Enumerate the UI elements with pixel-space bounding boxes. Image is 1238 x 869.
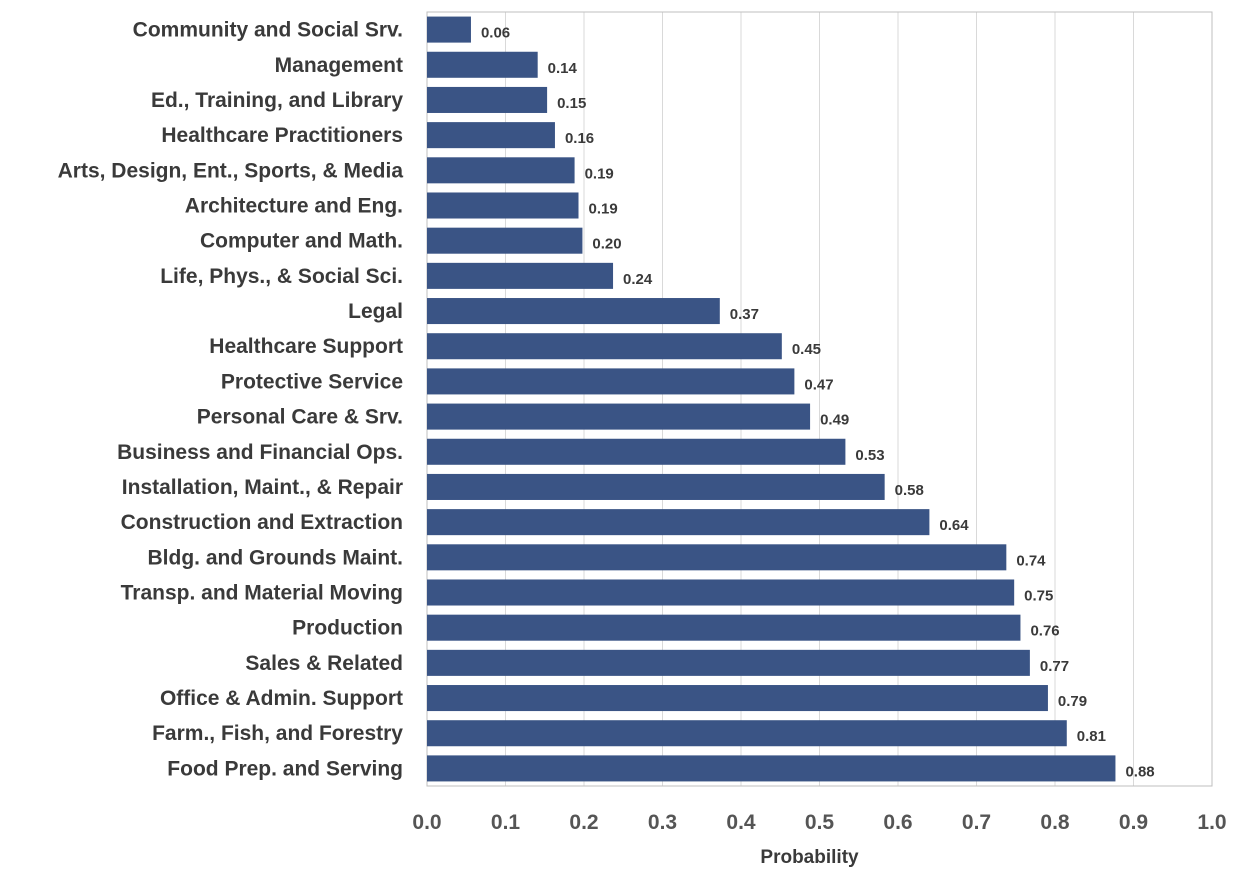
category-label: Healthcare Practitioners — [161, 124, 403, 147]
bar — [427, 544, 1007, 571]
data-label: 0.49 — [820, 412, 849, 429]
bar — [427, 86, 548, 113]
bar — [427, 368, 795, 395]
category-label: Food Prep. and Serving — [167, 757, 403, 780]
bar — [427, 509, 930, 536]
category-label: Computer and Math. — [200, 230, 403, 253]
bar — [427, 438, 846, 465]
x-tick-label: 0.0 — [412, 811, 441, 834]
data-label: 0.37 — [730, 306, 759, 323]
data-label: 0.16 — [565, 130, 594, 147]
data-label: 0.76 — [1030, 623, 1059, 640]
data-label: 0.81 — [1077, 728, 1106, 745]
bar — [427, 333, 782, 360]
x-axis-ticks: 0.0 0.1 0.2 0.3 0.4 0.5 0.6 0.7 0.8 0.9 1.0 — [412, 811, 1226, 834]
bar — [427, 473, 885, 500]
x-tick-label: 0.3 — [648, 811, 677, 834]
category-label: Construction and Extraction — [121, 511, 403, 534]
category-label: Bldg. and Grounds Maint. — [148, 546, 404, 569]
data-label: 0.77 — [1040, 658, 1069, 675]
data-label: 0.45 — [792, 341, 821, 358]
category-label: Production — [292, 617, 403, 640]
x-tick-label: 0.5 — [805, 811, 835, 834]
data-label: 0.79 — [1058, 693, 1087, 710]
data-label: 0.24 — [623, 271, 653, 288]
category-label: Architecture and Eng. — [185, 195, 403, 218]
bar — [427, 579, 1015, 606]
bar — [427, 157, 575, 184]
category-label: Farm., Fish, and Forestry — [152, 722, 403, 745]
data-label: 0.14 — [548, 60, 578, 77]
category-label: Business and Financial Ops. — [117, 441, 403, 464]
gridlines — [505, 12, 1134, 786]
plot-area-border — [426, 11, 1213, 787]
category-label: Management — [275, 54, 403, 77]
category-label: Life, Phys., & Social Sci. — [160, 265, 403, 288]
data-label: 0.19 — [589, 201, 618, 218]
data-label: 0.88 — [1125, 763, 1154, 780]
bar — [427, 649, 1030, 676]
x-tick-label: 0.8 — [1040, 811, 1070, 834]
data-label: 0.06 — [481, 25, 510, 42]
value-labels: 0.06 0.14 0.15 0.16 0.19 0.19 0.20 0.24 0.37 0.45… — [481, 25, 1155, 781]
bar — [427, 262, 614, 289]
category-label: Personal Care & Srv. — [197, 406, 403, 429]
category-label: Arts, Design, Ent., Sports, & Media — [58, 159, 404, 182]
bar — [427, 685, 1048, 712]
bar — [427, 227, 583, 254]
bar — [427, 51, 538, 78]
category-label: Ed., Training, and Library — [151, 89, 403, 112]
bar — [427, 403, 811, 430]
x-tick-label: 0.4 — [726, 811, 756, 834]
x-tick-label: 0.7 — [962, 811, 991, 834]
data-label: 0.20 — [592, 236, 621, 253]
x-tick-label: 0.1 — [491, 811, 521, 834]
data-label: 0.58 — [895, 482, 924, 499]
category-labels: Community and Social Srv. Management Ed., … — [58, 19, 404, 781]
bar — [427, 192, 579, 219]
category-label: Community and Social Srv. — [133, 19, 403, 42]
data-label: 0.74 — [1016, 552, 1046, 569]
data-label: 0.47 — [804, 376, 833, 393]
bar — [427, 755, 1116, 782]
x-tick-label: 1.0 — [1197, 811, 1226, 834]
bar — [427, 298, 720, 325]
bars-group — [427, 16, 1116, 782]
category-label: Installation, Maint., & Repair — [122, 476, 403, 499]
category-label: Legal — [348, 300, 403, 323]
category-label: Office & Admin. Support — [160, 687, 403, 710]
bar — [427, 720, 1067, 747]
data-label: 0.15 — [557, 95, 586, 112]
bar — [427, 614, 1021, 641]
category-label: Sales & Related — [245, 652, 403, 675]
data-label: 0.75 — [1024, 588, 1053, 605]
x-tick-label: 0.6 — [883, 811, 912, 834]
data-label: 0.53 — [855, 447, 884, 464]
bar — [427, 16, 471, 43]
x-tick-label: 0.2 — [569, 811, 598, 834]
bar — [427, 122, 555, 149]
category-label: Protective Service — [221, 370, 403, 393]
data-label: 0.19 — [585, 165, 614, 182]
x-axis-title: Probability — [760, 847, 859, 868]
data-label: 0.64 — [939, 517, 969, 534]
x-tick-label: 0.9 — [1119, 811, 1148, 834]
category-label: Transp. and Material Moving — [121, 582, 403, 605]
category-label: Healthcare Support — [209, 335, 403, 358]
